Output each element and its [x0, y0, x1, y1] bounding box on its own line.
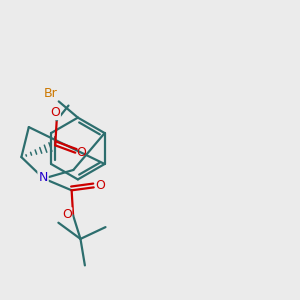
Text: O: O	[77, 146, 87, 159]
Text: O: O	[95, 179, 105, 192]
Text: O: O	[62, 208, 72, 221]
Text: N: N	[38, 171, 48, 184]
Text: O: O	[50, 106, 60, 119]
Text: Br: Br	[44, 87, 57, 100]
